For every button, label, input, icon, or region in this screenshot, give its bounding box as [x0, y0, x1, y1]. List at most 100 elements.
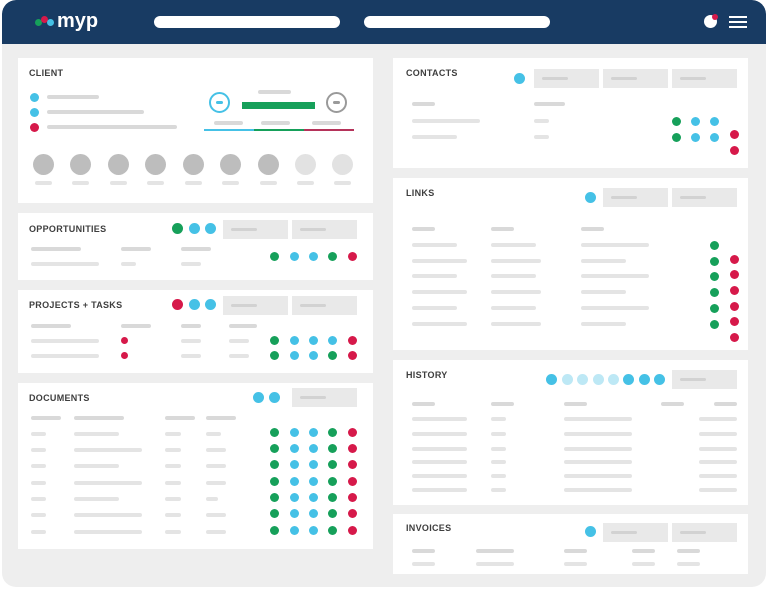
- tab[interactable]: [603, 523, 668, 542]
- placeholder-text-line: [74, 513, 142, 517]
- placeholder-text-line: [31, 416, 61, 420]
- filter-dot[interactable]: [585, 526, 596, 537]
- placeholder-text-line: [412, 135, 457, 139]
- hamburger-icon[interactable]: [729, 16, 747, 28]
- placeholder-text-line: [260, 181, 277, 185]
- placeholder-text-line: [206, 464, 226, 468]
- timeline-dot[interactable]: [562, 374, 573, 385]
- placeholder-text-line: [74, 464, 119, 468]
- placeholder-text-line: [677, 549, 700, 553]
- placeholder-text-line: [121, 262, 136, 266]
- filter-dot[interactable]: [205, 299, 216, 310]
- placeholder-text-line: [564, 488, 632, 492]
- panel-title: DOCUMENTS: [29, 393, 90, 403]
- status-dot: [710, 117, 719, 126]
- placeholder-text-line: [412, 402, 435, 406]
- status-dot: [710, 272, 719, 281]
- timeline-dot[interactable]: [546, 374, 557, 385]
- avatar[interactable]: [332, 154, 353, 175]
- placeholder-text-line: [581, 259, 626, 263]
- placeholder-text-line: [677, 562, 700, 566]
- tab[interactable]: [292, 296, 357, 315]
- status-dot: [290, 509, 299, 518]
- tab[interactable]: [603, 188, 668, 207]
- status-dot: [730, 130, 739, 139]
- status-dot: [270, 428, 279, 437]
- placeholder-text-line: [491, 322, 541, 326]
- placeholder-text-line: [229, 324, 257, 328]
- logo-dot: [47, 19, 54, 26]
- tab[interactable]: [672, 523, 737, 542]
- avatar[interactable]: [70, 154, 91, 175]
- tab[interactable]: [672, 69, 737, 88]
- links-panel: LINKS: [393, 178, 748, 350]
- status-dot: [328, 336, 337, 345]
- placeholder-text-line: [491, 402, 514, 406]
- timeline-dot[interactable]: [623, 374, 634, 385]
- filter-dot[interactable]: [253, 392, 264, 403]
- filter-dot[interactable]: [172, 223, 183, 234]
- notification-avatar-icon[interactable]: [704, 14, 718, 28]
- placeholder-text-line: [222, 181, 239, 185]
- app-logo[interactable]: myp: [35, 11, 98, 31]
- placeholder-text-line: [297, 181, 314, 185]
- status-dot: [328, 428, 337, 437]
- tab-label-placeholder: [231, 304, 257, 307]
- projects-tasks-panel: PROJECTS + TASKS: [18, 290, 373, 373]
- filter-dot[interactable]: [514, 73, 525, 84]
- tab[interactable]: [603, 69, 668, 88]
- link-right-icon[interactable]: [326, 92, 347, 113]
- secondary-search-bar[interactable]: [364, 16, 550, 28]
- avatar[interactable]: [295, 154, 316, 175]
- placeholder-text-line: [412, 417, 467, 421]
- filter-dot[interactable]: [189, 223, 200, 234]
- timeline-dot[interactable]: [593, 374, 604, 385]
- avatar[interactable]: [258, 154, 279, 175]
- timeline-dot[interactable]: [639, 374, 650, 385]
- tab[interactable]: [223, 220, 288, 239]
- link-left-icon[interactable]: [209, 92, 230, 113]
- filter-dot[interactable]: [585, 192, 596, 203]
- placeholder-text-line: [229, 339, 249, 343]
- placeholder-text-line: [74, 448, 142, 452]
- logo-dot: [35, 19, 42, 26]
- status-dot: [309, 477, 318, 486]
- avatar[interactable]: [183, 154, 204, 175]
- filter-dot[interactable]: [172, 299, 183, 310]
- placeholder-text-line: [147, 181, 164, 185]
- status-dot: [710, 288, 719, 297]
- timeline-dot[interactable]: [577, 374, 588, 385]
- placeholder-text-line: [491, 432, 506, 436]
- timeline-dot[interactable]: [608, 374, 619, 385]
- tab-label-placeholder: [300, 396, 326, 399]
- placeholder-text-line: [491, 474, 506, 478]
- placeholder-text-line: [564, 432, 632, 436]
- placeholder-text-line: [564, 549, 587, 553]
- placeholder-text-line: [74, 530, 142, 534]
- avatar[interactable]: [145, 154, 166, 175]
- status-dot: [309, 460, 318, 469]
- search-bar[interactable]: [154, 16, 340, 28]
- avatar[interactable]: [33, 154, 54, 175]
- avatar[interactable]: [220, 154, 241, 175]
- filter-dot[interactable]: [205, 223, 216, 234]
- tab[interactable]: [292, 220, 357, 239]
- status-dot: [309, 493, 318, 502]
- tab[interactable]: [292, 388, 357, 407]
- tab[interactable]: [672, 370, 737, 389]
- avatar[interactable]: [108, 154, 129, 175]
- status-dot: [348, 509, 357, 518]
- placeholder-text-line: [412, 432, 467, 436]
- opportunities-panel: OPPORTUNITIES: [18, 213, 373, 280]
- tab[interactable]: [672, 188, 737, 207]
- logo-dots-icon: [35, 13, 55, 29]
- placeholder-text-line: [74, 416, 124, 420]
- status-dot: [290, 460, 299, 469]
- filter-dot[interactable]: [189, 299, 200, 310]
- filter-dot[interactable]: [269, 392, 280, 403]
- timeline-dot[interactable]: [654, 374, 665, 385]
- placeholder-text-line: [564, 460, 632, 464]
- tab[interactable]: [534, 69, 599, 88]
- tab[interactable]: [223, 296, 288, 315]
- panel-title: HISTORY: [406, 370, 448, 380]
